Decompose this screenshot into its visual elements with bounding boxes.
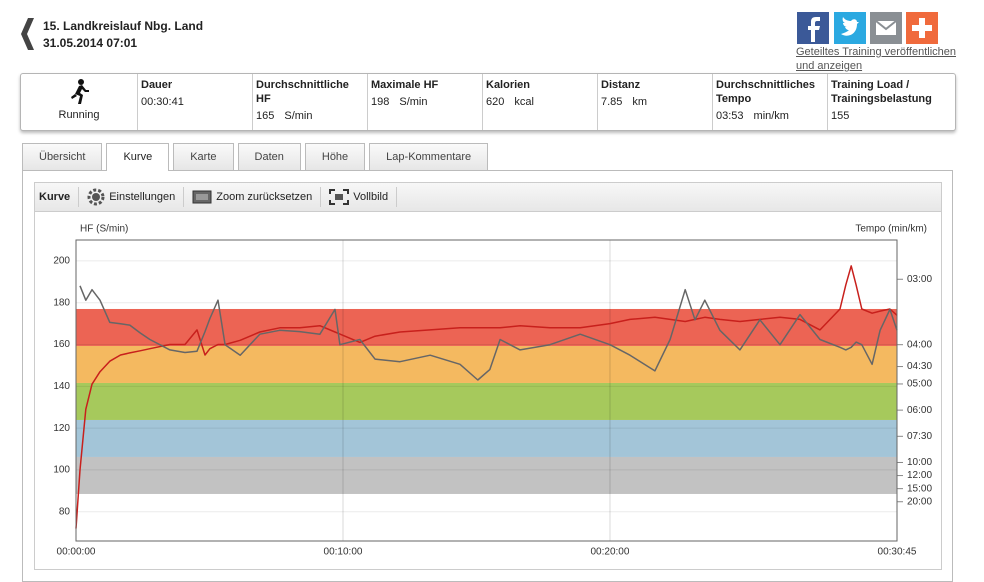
y2-axis-label: Tempo (min/km) <box>855 224 927 235</box>
chart: HF (S/min) Tempo (min/km) 80 100 120 140 160… <box>53 224 932 558</box>
y2-tick-label: 03:00 <box>907 274 932 285</box>
y2-tick-label: 04:00 <box>907 339 932 350</box>
stat-unit: kcal <box>514 96 534 108</box>
settings-button[interactable]: Einstellungen <box>79 187 185 207</box>
more-button[interactable] <box>906 12 938 44</box>
data-line <box>79 285 898 381</box>
twitter-button[interactable] <box>834 12 866 44</box>
summary-box: Running Dauer 00:30:41 Durchschnittliche H… <box>20 73 956 131</box>
stat-value: 7.85 <box>601 96 623 108</box>
y-tick-label: 180 <box>53 297 70 308</box>
share-icons <box>797 12 938 44</box>
share-link[interactable]: Geteiltes Training veröffentlichen und a… <box>796 46 956 72</box>
stat-value-row: 620 kcal <box>486 96 594 108</box>
stat-value: 165 <box>256 110 275 122</box>
stat-label: Dauer <box>141 79 173 91</box>
training-date: 31.05.2014 07:01 <box>43 36 138 50</box>
stat-cell: Distanz 7.85 km <box>597 74 712 130</box>
runner-icon <box>71 79 89 104</box>
stat-value: 03:53 <box>716 110 744 122</box>
button-label: Einstellungen <box>109 191 176 203</box>
back-button[interactable] <box>20 18 36 50</box>
button-label: Zoom zurücksetzen <box>216 191 313 203</box>
tab[interactable]: Lap-Kommentare <box>369 143 489 170</box>
x-tick-label: 00:20:00 <box>591 547 630 558</box>
email-button[interactable] <box>870 12 902 44</box>
stat-label: Durchschnittliche HF <box>256 79 349 105</box>
y2-tick-label: 04:30 <box>907 361 932 372</box>
sport-cell: Running <box>21 74 137 130</box>
y-axis-label: HF (S/min) <box>80 224 128 235</box>
tabs: Übersicht Kurve Karte Daten Höhe Lap-Kommenta… <box>22 143 489 171</box>
data-line <box>75 265 898 529</box>
stat-value-row: 165 S/min <box>256 110 364 122</box>
stat-label: Distanz <box>601 79 641 91</box>
zoom-reset-button[interactable]: Zoom zurücksetzen <box>184 187 322 207</box>
hr-zone <box>76 456 897 494</box>
plot-border <box>75 239 898 542</box>
y-tick-label: 120 <box>53 423 70 434</box>
y2-tick-label: 12:00 <box>907 470 932 481</box>
stat-label: Kalorien <box>486 79 531 91</box>
y-tick-label: 100 <box>53 465 70 476</box>
stat-label: Maximale HF <box>371 79 439 91</box>
sport-name: Running <box>58 109 100 121</box>
stat-value: 620 <box>486 96 505 108</box>
zoom-icon <box>192 190 212 204</box>
stat-unit: min/km <box>753 110 789 122</box>
hr-zone <box>76 382 897 420</box>
y-tick-label: 200 <box>53 256 70 267</box>
y2-tick-label: 06:00 <box>907 405 932 416</box>
stat-value: 155 <box>831 110 850 122</box>
toolbar-title: Kurve <box>35 187 80 207</box>
gear-icon <box>87 188 105 206</box>
stat-label: Training Load / Trainingsbelastung <box>831 79 932 105</box>
y-tick-label: 140 <box>53 381 70 392</box>
toolbar: Kurve Einstellungen Zoom zurücksetzen Vo… <box>34 182 942 212</box>
stat-cell: Dauer 00:30:41 <box>137 74 252 130</box>
stat-cell: Kalorien 620 kcal <box>482 74 597 130</box>
y2-tick-label: 20:00 <box>907 496 932 507</box>
hr-zone <box>76 345 897 383</box>
stat-cell: Durchschnittliches Tempo 03:53 min/km <box>712 74 827 130</box>
stat-value-row: 7.85 km <box>601 96 709 108</box>
button-label: Vollbild <box>353 191 389 203</box>
y2-tick-label: 07:30 <box>907 431 932 442</box>
stat-value-row: 00:30:41 <box>141 96 249 108</box>
tab[interactable]: Karte <box>173 143 234 170</box>
tab[interactable]: Übersicht <box>22 143 103 170</box>
training-title: 15. Landkreislauf Nbg. Land <box>43 19 204 33</box>
stat-cell: Training Load / Trainingsbelastung 155 <box>827 74 942 130</box>
y2-tick-label: 05:00 <box>907 379 932 390</box>
x-tick-label: 00:10:00 <box>324 547 363 558</box>
facebook-button[interactable] <box>797 12 829 44</box>
stat-value-row: 155 <box>831 110 939 122</box>
y2-tick-label: 10:00 <box>907 457 932 468</box>
stat-cell: Durchschnittliche HF 165 S/min <box>252 74 367 130</box>
y-tick-label: 80 <box>59 506 71 517</box>
stat-value-row: 198 S/min <box>371 96 479 108</box>
y2-tick-label: 15:00 <box>907 483 932 494</box>
fullscreen-button[interactable]: Vollbild <box>321 187 398 207</box>
stat-value-row: 03:53 min/km <box>716 110 824 122</box>
y-tick-label: 160 <box>53 339 70 350</box>
tab[interactable]: Höhe <box>304 143 366 170</box>
hr-zone <box>76 419 897 457</box>
fullscreen-icon <box>329 189 350 205</box>
stat-value: 198 <box>371 96 390 108</box>
stat-value: 00:30:41 <box>141 96 184 108</box>
stat-unit: S/min <box>284 110 313 122</box>
x-tick-label: 00:00:00 <box>57 547 96 558</box>
stat-cell: Maximale HF 198 S/min <box>367 74 482 130</box>
x-tick-label: 00:30:45 <box>878 547 917 558</box>
tab[interactable]: Kurve <box>106 143 170 171</box>
tab[interactable]: Daten <box>237 143 301 170</box>
stat-unit: km <box>632 96 648 108</box>
stat-unit: S/min <box>399 96 428 108</box>
stat-label: Durchschnittliches Tempo <box>716 79 816 105</box>
